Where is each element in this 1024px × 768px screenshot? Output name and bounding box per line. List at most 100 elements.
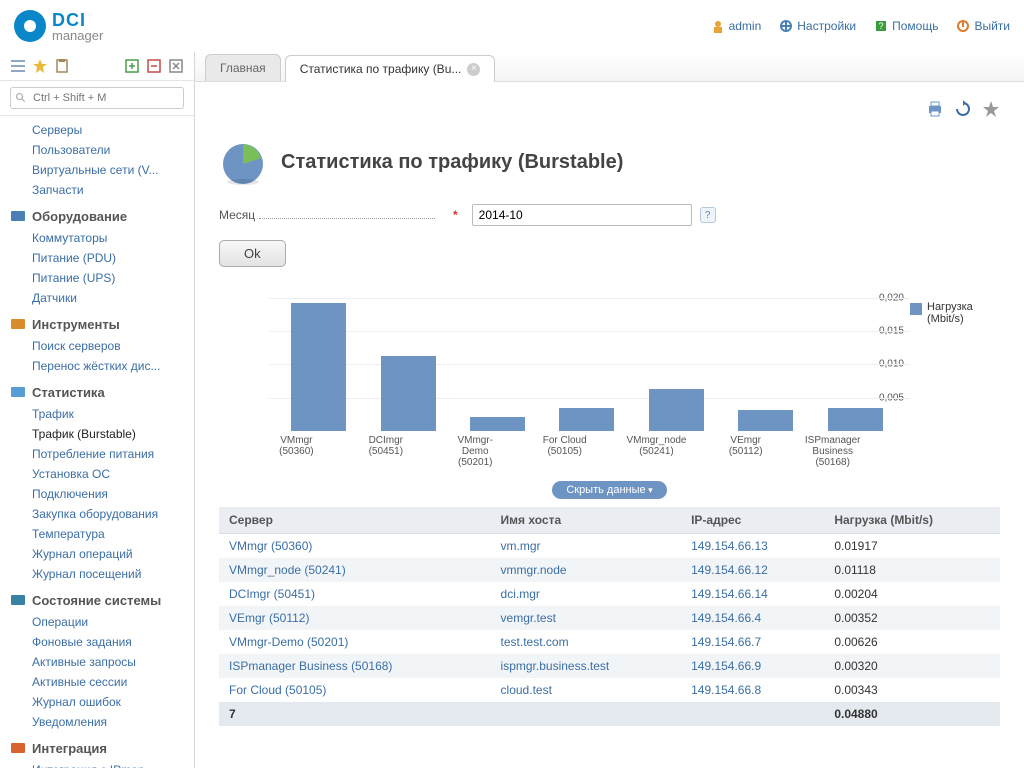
table-row[interactable]: VMmgr-Demo (50201)test.test.com149.154.6…	[219, 630, 1000, 654]
table-cell: 0.01917	[824, 534, 1000, 559]
bar	[470, 417, 525, 431]
help-icon[interactable]: ?	[700, 207, 716, 223]
table-cell: 7	[219, 702, 491, 726]
sidebar-item[interactable]: Коммутаторы	[0, 228, 194, 248]
chart: 0,0200,0150,0100,005VMmgr (50360)DCImgr …	[219, 291, 1000, 471]
tab[interactable]: Статистика по трафику (Bu...×	[285, 55, 496, 82]
table-cell: 149.154.66.9	[681, 654, 824, 678]
chart-area: 0,0200,0150,0100,005VMmgr (50360)DCImgr …	[219, 291, 910, 471]
tab-close-icon[interactable]: ×	[467, 63, 480, 76]
list-icon[interactable]	[10, 58, 26, 74]
sidebar-item[interactable]: Поиск серверов	[0, 336, 194, 356]
sidebar-item[interactable]: Активные запросы	[0, 652, 194, 672]
pie-chart-icon	[219, 138, 267, 186]
table-cell: VMmgr (50360)	[219, 534, 491, 559]
sidebar-section-Состояние системы[interactable]: Состояние системы	[0, 584, 194, 612]
sidebar-section-Статистика[interactable]: Статистика	[0, 376, 194, 404]
sidebar-item[interactable]: Активные сессии	[0, 672, 194, 692]
x-axis-labels: VMmgr (50360)DCImgr (50451)VMmgr-Demo (5…	[274, 435, 900, 468]
sidebar-item[interactable]: Потребление питания	[0, 444, 194, 464]
sidebar-item[interactable]: Подключения	[0, 484, 194, 504]
header-link-Помощь[interactable]: ?Помощь	[874, 19, 938, 33]
sidebar-item[interactable]: Питание (PDU)	[0, 248, 194, 268]
table-cell: DCImgr (50451)	[219, 582, 491, 606]
collapse-icon[interactable]	[146, 58, 162, 74]
sidebar-search	[0, 81, 194, 116]
star-icon[interactable]	[32, 58, 48, 74]
x-axis-label	[687, 435, 726, 468]
sidebar-item[interactable]: Операции	[0, 612, 194, 632]
favorite-icon[interactable]	[982, 100, 1000, 118]
toolbar-actions	[926, 100, 1000, 118]
sidebar-item[interactable]: Пользователи	[0, 140, 194, 160]
sidebar-item[interactable]: Трафик (Burstable)	[0, 424, 194, 444]
header-link-icon	[711, 19, 725, 33]
table-row[interactable]: VMmgr_node (50241)vmmgr.node149.154.66.1…	[219, 558, 1000, 582]
sidebar-search-input[interactable]	[10, 87, 184, 109]
sidebar-toolbar	[0, 52, 194, 81]
legend-swatch	[910, 303, 922, 315]
sidebar-section-Инструменты[interactable]: Инструменты	[0, 308, 194, 336]
sidebar: СерверыПользователиВиртуальные сети (V..…	[0, 52, 195, 768]
logo-text-top: DCI	[52, 11, 103, 29]
sidebar-item[interactable]: Виртуальные сети (V...	[0, 160, 194, 180]
table-row[interactable]: ISPmanager Business (50168)ispmgr.busine…	[219, 654, 1000, 678]
page-head: Статистика по трафику (Burstable)	[219, 138, 1000, 186]
sidebar-item[interactable]: Интеграция с IPman...	[0, 760, 194, 768]
bar	[649, 389, 704, 431]
table-row[interactable]: DCImgr (50451)dci.mgr149.154.66.140.0020…	[219, 582, 1000, 606]
header-link-icon	[779, 19, 793, 33]
table-cell	[681, 702, 824, 726]
month-input[interactable]	[472, 204, 692, 226]
sidebar-item[interactable]: Журнал ошибок	[0, 692, 194, 712]
table-cell: 149.154.66.12	[681, 558, 824, 582]
table-header[interactable]: Сервер	[219, 507, 491, 534]
sidebar-item[interactable]: Датчики	[0, 288, 194, 308]
sidebar-item[interactable]: Серверы	[0, 120, 194, 140]
logo: DCI manager	[14, 10, 103, 42]
sidebar-item[interactable]: Питание (UPS)	[0, 268, 194, 288]
required-marker: *	[453, 208, 458, 222]
sidebar-item[interactable]: Установка ОС	[0, 464, 194, 484]
header-link-Настройки[interactable]: Настройки	[779, 19, 856, 33]
table-header[interactable]: IP-адрес	[681, 507, 824, 534]
sidebar-item[interactable]: Фоновые задания	[0, 632, 194, 652]
header-link-Выйти[interactable]: Выйти	[956, 19, 1010, 33]
hide-data-button[interactable]: Скрыть данные	[552, 481, 666, 499]
close-panel-icon[interactable]	[168, 58, 184, 74]
table-header[interactable]: Нагрузка (Mbit/s)	[824, 507, 1000, 534]
table-cell: 0.00204	[824, 582, 1000, 606]
ok-button[interactable]: Ok	[219, 240, 286, 267]
logo-text-bottom: manager	[52, 29, 103, 42]
table-header[interactable]: Имя хоста	[491, 507, 682, 534]
clipboard-icon[interactable]	[54, 58, 70, 74]
sidebar-item[interactable]: Уведомления	[0, 712, 194, 732]
sidebar-item[interactable]: Температура	[0, 524, 194, 544]
table-cell	[491, 702, 682, 726]
svg-text:?: ?	[879, 21, 884, 31]
sidebar-item[interactable]: Журнал посещений	[0, 564, 194, 584]
table-row[interactable]: For Cloud (50105)cloud.test149.154.66.80…	[219, 678, 1000, 702]
table-row[interactable]: VEmgr (50112)vemgr.test149.154.66.40.003…	[219, 606, 1000, 630]
sidebar-item[interactable]: Закупка оборудования	[0, 504, 194, 524]
table-row[interactable]: VMmgr (50360)vm.mgr149.154.66.130.01917	[219, 534, 1000, 559]
header-link-admin[interactable]: admin	[711, 19, 762, 33]
refresh-icon[interactable]	[954, 100, 972, 118]
table-cell: ispmgr.business.test	[491, 654, 682, 678]
table-cell: 149.154.66.4	[681, 606, 824, 630]
table-cell: vemgr.test	[491, 606, 682, 630]
sidebar-item[interactable]: Трафик	[0, 404, 194, 424]
sidebar-section-Интеграция[interactable]: Интеграция	[0, 732, 194, 760]
table-cell: 0.04880	[824, 702, 1000, 726]
x-axis-label: VMmgr_node (50241)	[626, 435, 686, 468]
sidebar-item[interactable]: Запчасти	[0, 180, 194, 200]
x-axis-label	[408, 435, 453, 468]
sidebar-section-Оборудование[interactable]: Оборудование	[0, 200, 194, 228]
print-icon[interactable]	[926, 100, 944, 118]
sidebar-item[interactable]: Перенос жёстких дис...	[0, 356, 194, 376]
tab[interactable]: Главная	[205, 54, 281, 81]
bar	[828, 408, 883, 431]
sidebar-item[interactable]: Журнал операций	[0, 544, 194, 564]
table-cell: test.test.com	[491, 630, 682, 654]
expand-icon[interactable]	[124, 58, 140, 74]
